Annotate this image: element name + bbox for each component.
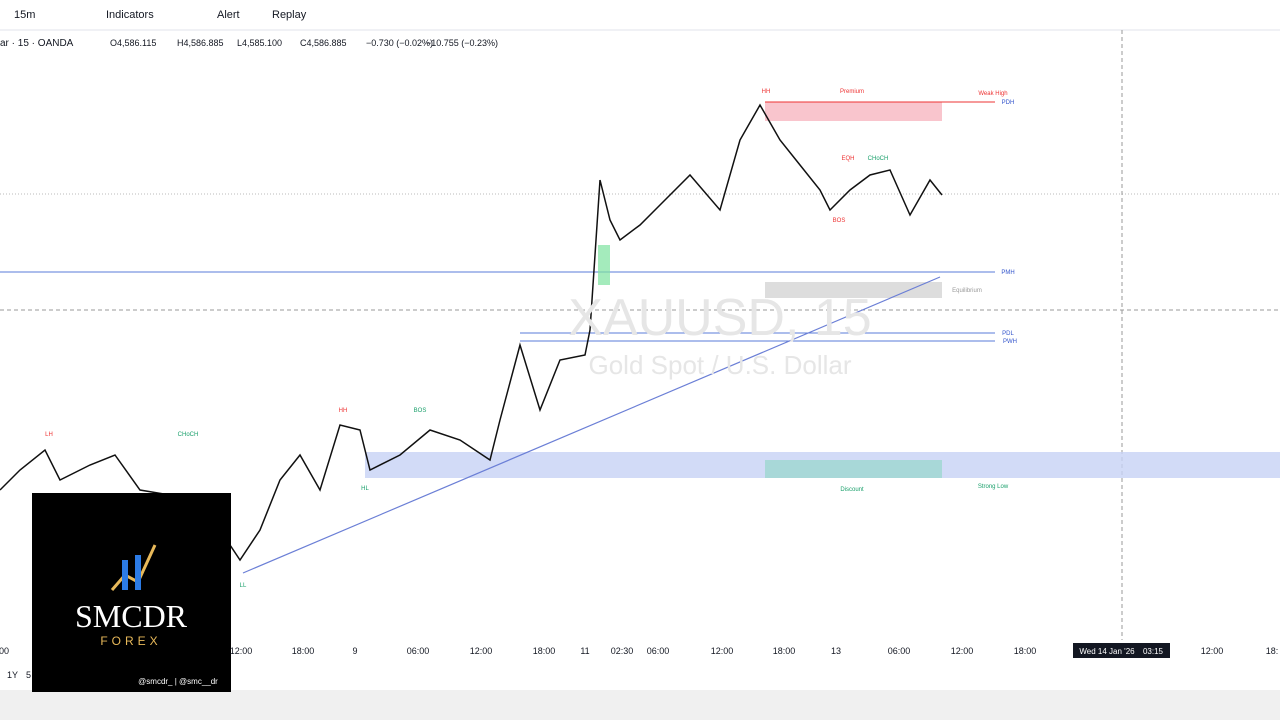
annotation: BOS bbox=[414, 408, 427, 414]
annotation: CHoCH bbox=[178, 432, 199, 438]
time-label: 18: bbox=[1266, 646, 1279, 656]
crosshair-label bbox=[1073, 643, 1170, 658]
annotation: EQH bbox=[841, 156, 854, 162]
range-button[interactable]: 1Y bbox=[7, 670, 18, 680]
logo-box bbox=[32, 493, 231, 692]
premium-zone bbox=[765, 102, 942, 121]
discount-zone bbox=[765, 460, 942, 478]
legend-ohlc: C4,586.885 bbox=[300, 38, 347, 48]
toolbar-button[interactable]: Indicators bbox=[106, 9, 154, 21]
interval-button[interactable]: 15m bbox=[14, 9, 35, 21]
time-label: 18:00 bbox=[1014, 646, 1037, 656]
annotation: Premium bbox=[840, 89, 864, 95]
annotation: HH bbox=[762, 89, 771, 95]
annotation: CHoCH bbox=[868, 156, 889, 162]
top-toolbar bbox=[0, 0, 1280, 30]
time-label: 12:00 bbox=[470, 646, 493, 656]
trend-line bbox=[242, 276, 941, 574]
toolbar-button[interactable]: Replay bbox=[272, 9, 307, 21]
time-label: 12:00 bbox=[230, 646, 253, 656]
time-label: 06:00 bbox=[407, 646, 430, 656]
logo-subtitle: FOREX bbox=[100, 634, 161, 648]
logo-handles: @smcdr_ | @smc__dr bbox=[138, 677, 218, 686]
crosshair-time: 03:15 bbox=[1143, 647, 1164, 656]
legend-symbol: ar · 15 · OANDA bbox=[0, 38, 74, 49]
watermark-description: Gold Spot / U.S. Dollar bbox=[589, 350, 852, 380]
legend-change: −0.730 (−0.02%) bbox=[366, 38, 433, 48]
time-label: 00 bbox=[0, 646, 9, 656]
legend-ohlc: H4,586.885 bbox=[177, 38, 224, 48]
annotation: Weak High bbox=[978, 91, 1007, 97]
legend-ohlc: L4,585.100 bbox=[237, 38, 282, 48]
time-label: 9 bbox=[352, 646, 357, 656]
equilibrium-zone bbox=[765, 282, 942, 298]
annotation: Equilibrium bbox=[952, 288, 982, 294]
time-label: 11 bbox=[580, 646, 589, 656]
time-label: 06:00 bbox=[888, 646, 911, 656]
annotation: PDL bbox=[1002, 331, 1014, 337]
logo-candle bbox=[122, 560, 128, 590]
time-label: 13 bbox=[831, 646, 841, 656]
fvg bbox=[598, 245, 610, 285]
time-label: 18:00 bbox=[533, 646, 556, 656]
time-label: 12:00 bbox=[951, 646, 974, 656]
watermark-symbol: XAUUSD, 15 bbox=[568, 289, 871, 347]
time-label: 06:00 bbox=[647, 646, 670, 656]
crosshair-date: Wed 14 Jan '26 bbox=[1079, 647, 1135, 656]
annotation: HL bbox=[361, 486, 369, 492]
legend-change2: −10.755 (−0.23%) bbox=[426, 38, 498, 48]
toolbar-button[interactable]: Alert bbox=[217, 9, 240, 21]
annotation: Strong Low bbox=[978, 484, 1009, 490]
logo-title: SMCDR bbox=[75, 598, 188, 634]
annotation: PWH bbox=[1003, 339, 1017, 345]
annotation: PDH bbox=[1002, 100, 1015, 106]
logo-candle bbox=[135, 555, 141, 590]
bottom-bar bbox=[0, 690, 1280, 720]
annotation: BOS bbox=[833, 218, 846, 224]
annotation: LL bbox=[240, 583, 247, 589]
logo-arrow bbox=[110, 544, 157, 591]
annotation: HH bbox=[339, 408, 348, 414]
time-label: 18:00 bbox=[773, 646, 796, 656]
legend-ohlc: O4,586.115 bbox=[110, 38, 156, 48]
time-label: 12:00 bbox=[711, 646, 734, 656]
time-label: 02:30 bbox=[611, 646, 634, 656]
annotation: Discount bbox=[840, 487, 864, 493]
range-button[interactable]: 5 bbox=[26, 670, 31, 680]
time-label: 12:00 bbox=[1201, 646, 1224, 656]
time-label: 18:00 bbox=[292, 646, 315, 656]
annotation: PMH bbox=[1001, 270, 1014, 276]
annotation: LH bbox=[45, 432, 53, 438]
